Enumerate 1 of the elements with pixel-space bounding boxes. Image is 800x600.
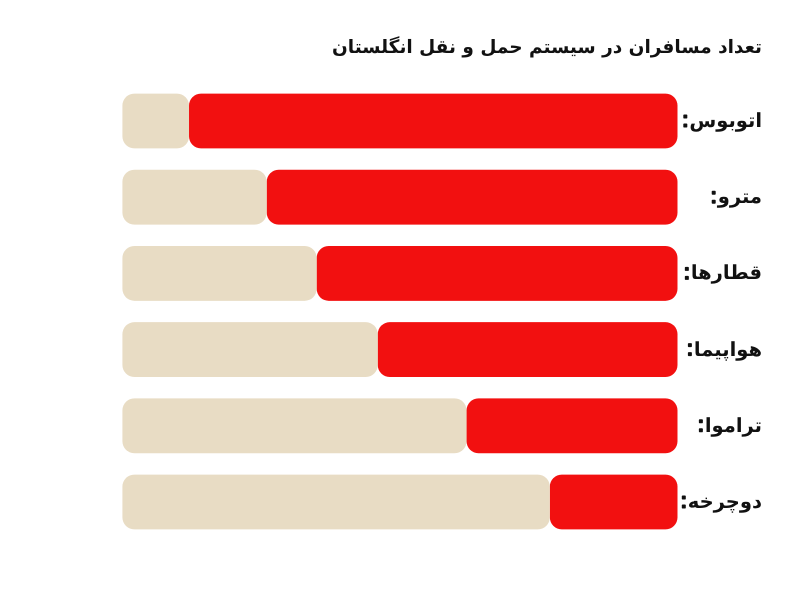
title: تعداد مسافران در سیستم حمل و نقل انگلستان (332, 35, 762, 60)
